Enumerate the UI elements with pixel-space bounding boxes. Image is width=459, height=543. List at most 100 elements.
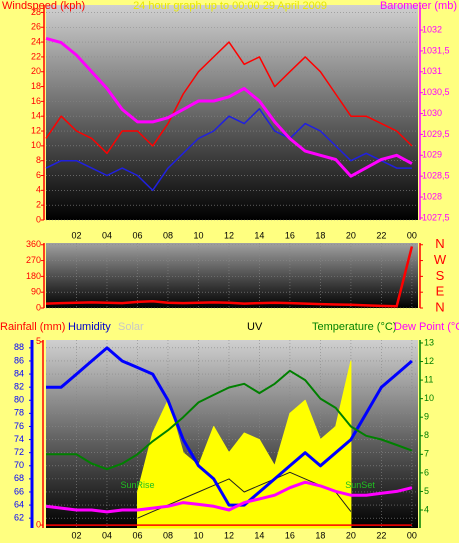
y-tick-label: 80 — [14, 395, 24, 405]
x-tick-label: 18 — [315, 530, 325, 540]
y2-tick-label: 1027,5 — [422, 212, 450, 222]
x-tick-label: 04 — [102, 230, 112, 240]
series-line — [46, 346, 413, 507]
plot-background — [46, 243, 418, 308]
axis-title: Solar — [118, 321, 144, 333]
y-tick-label: 12 — [31, 125, 41, 135]
y-tick-label: 74 — [14, 434, 24, 444]
y-tick-label: 70 — [14, 460, 24, 470]
x-tick-label: 14 — [254, 230, 264, 240]
y2-tick-label: 1028,5 — [422, 171, 450, 181]
chart-title: 24 hour graph up to 00:00 29 April 2009 — [133, 0, 327, 12]
x-tick-label: 12 — [224, 530, 234, 540]
y-tick-label: 14 — [31, 111, 41, 121]
y-tick-label: 16 — [31, 96, 41, 106]
y-tick-label: 8 — [36, 155, 41, 165]
y2-tick-label: W — [434, 252, 447, 267]
y-tick-label: 6 — [36, 170, 41, 180]
plot-background — [46, 5, 418, 220]
x-tick-label: 10 — [193, 530, 203, 540]
y-tick-label: 68 — [14, 473, 24, 483]
axis-title: Dew Point (°C) — [394, 321, 459, 333]
axis-title: UV — [247, 321, 263, 333]
y-tick-label: 76 — [14, 421, 24, 431]
x-tick-label: 02 — [71, 530, 81, 540]
x-tick-label: 08 — [163, 530, 173, 540]
y-tick-label: 26 — [31, 22, 41, 32]
y-tick-label: 64 — [14, 499, 24, 509]
series-line — [45, 36, 413, 178]
x-tick-label: 00 — [407, 230, 417, 240]
x-tick-label: 06 — [132, 230, 142, 240]
y-tick-label: 78 — [14, 408, 24, 418]
x-tick-label: 02 — [71, 230, 81, 240]
y-tick-label: 24 — [31, 36, 41, 46]
y-tick-label: 82 — [14, 382, 24, 392]
axis-title: Rainfall (mm) — [0, 321, 65, 333]
x-tick-label: 14 — [254, 530, 264, 540]
x-tick-label: 18 — [315, 230, 325, 240]
y2-tick-label: 1028 — [422, 191, 442, 201]
y3-tick-label: 5 — [36, 336, 41, 346]
y2-tick-label: 13 — [424, 337, 434, 347]
series-line — [45, 41, 413, 155]
y-tick-label: 88 — [14, 342, 24, 352]
y2-tick-label: 6 — [424, 467, 429, 477]
y-tick-label: 10 — [31, 140, 41, 150]
x-tick-label: 22 — [376, 230, 386, 240]
x-tick-label: 12 — [224, 230, 234, 240]
y2-tick-label: 1030 — [422, 108, 442, 118]
x-tick-label: 22 — [376, 530, 386, 540]
y2-tick-label: 1029,5 — [422, 129, 450, 139]
series-line — [45, 108, 412, 192]
series-line — [45, 246, 414, 308]
x-tick-label: 20 — [346, 530, 356, 540]
y2-tick-label: 1031,5 — [422, 45, 450, 55]
x-tick-label: 04 — [102, 530, 112, 540]
x-tick-label: 20 — [346, 230, 356, 240]
y-tick-label: 62 — [14, 513, 24, 523]
y-tick-label: 90 — [31, 287, 41, 297]
y-tick-label: 28 — [31, 7, 41, 17]
y2-tick-label: 11 — [424, 374, 433, 384]
y-tick-label: 0 — [36, 214, 41, 224]
axis-title: Humidity — [68, 321, 111, 333]
y2-tick-label: 4 — [424, 504, 429, 514]
y2-tick-label: 1030,5 — [422, 87, 450, 97]
y2-tick-label: 8 — [424, 430, 429, 440]
y2-tick-label: 10 — [424, 393, 434, 403]
y2-tick-label: 9 — [424, 412, 429, 422]
y-tick-label: 18 — [31, 81, 41, 91]
y-tick-label: 270 — [26, 255, 41, 265]
y-tick-label: 20 — [31, 66, 41, 76]
series-line — [46, 369, 413, 471]
x-tick-label: 10 — [193, 230, 203, 240]
y-tick-label: 180 — [26, 271, 41, 281]
x-tick-label: 06 — [132, 530, 142, 540]
y-tick-label: 4 — [36, 185, 41, 195]
y2-tick-label: N — [435, 299, 444, 314]
x-tick-label: 08 — [163, 230, 173, 240]
y2-tick-label: 5 — [424, 486, 429, 496]
series-line — [45, 480, 413, 514]
annotation: SunSet — [345, 480, 375, 490]
annotation: SunRise — [120, 480, 154, 490]
y-tick-label: 84 — [14, 368, 24, 378]
x-tick-label: 16 — [285, 230, 295, 240]
y2-tick-label: 12 — [424, 356, 434, 366]
y-tick-label: 2 — [36, 200, 41, 210]
y2-tick-label: N — [435, 236, 444, 251]
x-tick-label: 16 — [285, 530, 295, 540]
y-axis-title: Windspeed (kph) — [2, 0, 85, 12]
y-tick-label: 0 — [36, 302, 41, 312]
y2-tick-label: 1031 — [422, 66, 442, 76]
y-tick-label: 72 — [14, 447, 24, 457]
y2-tick-label: E — [436, 284, 445, 299]
axis-title: Temperature (°C) — [312, 321, 396, 333]
y2-axis-title: Barometer (mb) — [380, 0, 457, 12]
y2-tick-label: S — [436, 268, 445, 283]
x-tick-label: 00 — [407, 530, 417, 540]
y2-tick-label: 1029 — [422, 150, 442, 160]
y2-tick-label: 7 — [424, 449, 429, 459]
